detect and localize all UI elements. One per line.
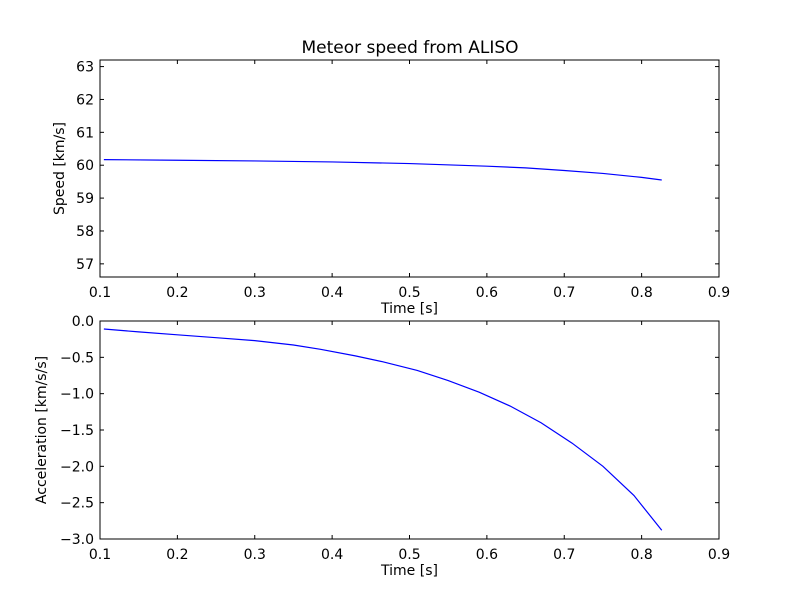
acceleration-ytick-label: −2.5 (60, 496, 94, 512)
figure-title: Meteor speed from ALISO (301, 38, 518, 58)
speed-ytick-label: 58 (76, 224, 94, 240)
speed-xtick-label: 0.7 (553, 285, 575, 301)
acceleration-ytick-label: −1.0 (60, 387, 94, 403)
acceleration-ylabel: Acceleration [km/s/s] (34, 356, 50, 504)
acceleration-xtick-label: 0.2 (166, 547, 188, 563)
speed-xtick-label: 0.5 (398, 285, 420, 301)
acceleration-ytick-label: −3.0 (60, 532, 94, 548)
acceleration-xlabel: Time [s] (380, 563, 438, 579)
speed-ytick-label: 63 (76, 60, 94, 76)
speed-ylabel: Speed [km/s] (52, 122, 68, 215)
speed-ytick-label: 59 (76, 191, 94, 207)
speed-ytick-label: 60 (76, 158, 94, 174)
speed-series-line-0 (103, 159, 662, 181)
acceleration-xtick-label: 0.4 (321, 547, 343, 563)
speed-xtick-label: 0.1 (89, 285, 111, 301)
acceleration-ytick-label: −0.5 (60, 350, 94, 366)
acceleration-ytick-label: −2.0 (60, 459, 94, 475)
speed-xlabel: Time [s] (380, 301, 438, 317)
speed-ytick-label: 61 (76, 125, 94, 141)
speed-axes-frame (99, 59, 720, 278)
acceleration-xtick-label: 0.6 (476, 547, 498, 563)
speed-ytick-label: 57 (76, 257, 94, 273)
acceleration-ytick-label: 0.0 (72, 314, 94, 330)
acceleration-xtick-label: 0.9 (708, 547, 730, 563)
acceleration-xtick-label: 0.3 (244, 547, 266, 563)
speed-xtick-label: 0.6 (476, 285, 498, 301)
acceleration-xtick-label: 0.8 (630, 547, 652, 563)
speed-xtick-label: 0.3 (244, 285, 266, 301)
acceleration-xtick-label: 0.1 (89, 547, 111, 563)
speed-xtick-label: 0.9 (708, 285, 730, 301)
acceleration-xtick-label: 0.7 (553, 547, 575, 563)
speed-xtick-label: 0.8 (630, 285, 652, 301)
acceleration-axes-frame (99, 320, 720, 540)
speed-xtick-label: 0.2 (166, 285, 188, 301)
acceleration-xtick-label: 0.5 (398, 547, 420, 563)
acceleration-series-line-0 (103, 328, 663, 531)
acceleration-ytick-label: −1.5 (60, 423, 94, 439)
speed-ytick-label: 62 (76, 92, 94, 108)
speed-xtick-label: 0.4 (321, 285, 343, 301)
